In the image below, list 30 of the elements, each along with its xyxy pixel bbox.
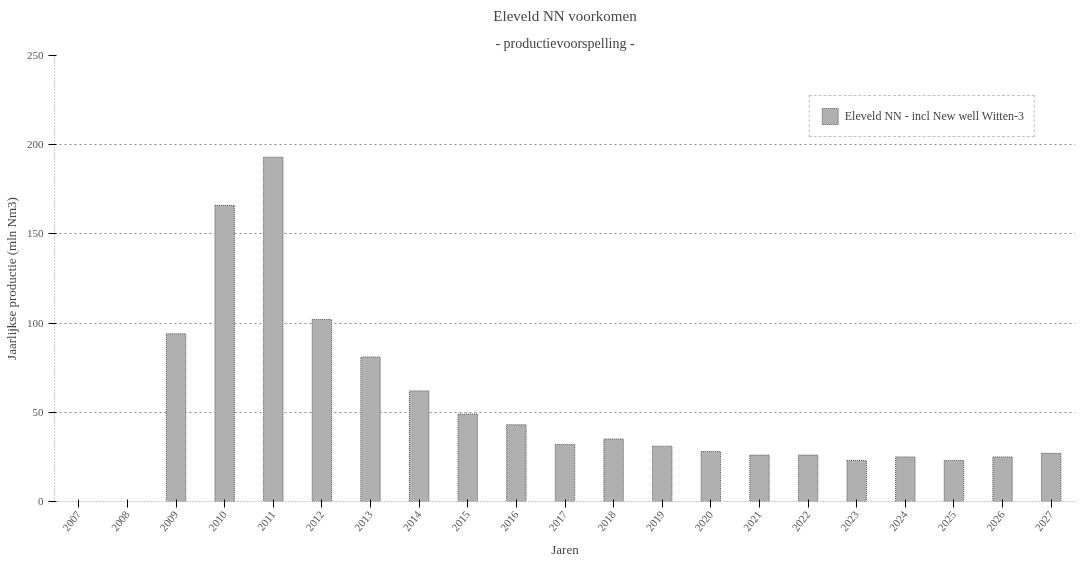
y-tick-label: 50 bbox=[32, 405, 44, 418]
y-tick-label: 200 bbox=[27, 138, 44, 151]
chart-title: Eleveld NN voorkomen bbox=[493, 7, 638, 24]
y-tick-label: 0 bbox=[38, 495, 44, 507]
bar bbox=[797, 454, 819, 502]
bar bbox=[943, 459, 965, 502]
bar bbox=[749, 454, 770, 502]
bar bbox=[214, 204, 235, 502]
bar bbox=[554, 443, 576, 502]
legend-label: Eleveld NN - incl New well Witten-3 bbox=[844, 108, 1024, 124]
bar bbox=[652, 445, 673, 502]
bar bbox=[457, 413, 478, 502]
chart-subtitle: - productievoorspelling - bbox=[495, 35, 635, 51]
y-tick-label: 100 bbox=[27, 316, 44, 329]
bar bbox=[1040, 452, 1062, 502]
bar bbox=[360, 356, 381, 502]
x-axis-title: Jaren bbox=[551, 542, 580, 558]
bar bbox=[408, 390, 430, 502]
y-axis-title: Jaarlijkse productie (mln Nm3) bbox=[4, 197, 19, 360]
bar bbox=[700, 451, 722, 502]
bar bbox=[165, 333, 187, 502]
bar bbox=[311, 319, 333, 502]
bar bbox=[603, 438, 624, 502]
bar bbox=[263, 156, 284, 502]
y-tick-label: 250 bbox=[27, 49, 44, 61]
bar bbox=[506, 424, 527, 502]
bar bbox=[846, 459, 867, 502]
y-tick-label: 150 bbox=[27, 227, 44, 240]
bar bbox=[992, 456, 1013, 502]
bar bbox=[895, 456, 916, 502]
